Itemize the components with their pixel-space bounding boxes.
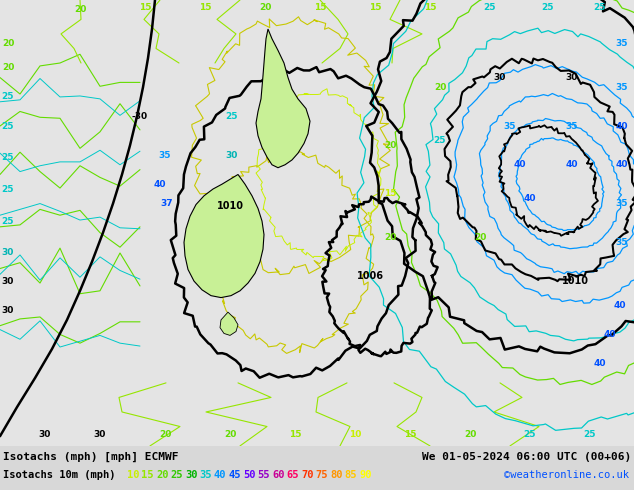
Text: Isotachs (mph) [mph] ECMWF: Isotachs (mph) [mph] ECMWF bbox=[3, 452, 179, 462]
Text: 20: 20 bbox=[384, 233, 396, 242]
Text: 30: 30 bbox=[39, 430, 51, 439]
Text: 40: 40 bbox=[214, 470, 226, 480]
Text: 25: 25 bbox=[584, 430, 596, 439]
Text: 20: 20 bbox=[156, 470, 169, 480]
Text: 25: 25 bbox=[2, 152, 14, 162]
Text: 1010: 1010 bbox=[562, 276, 588, 286]
Text: 15: 15 bbox=[141, 470, 154, 480]
Text: 25: 25 bbox=[434, 136, 446, 145]
Text: 15: 15 bbox=[404, 430, 417, 439]
Text: 40: 40 bbox=[514, 160, 526, 169]
Text: 37: 37 bbox=[160, 199, 173, 208]
Text: 35: 35 bbox=[616, 238, 628, 247]
Polygon shape bbox=[256, 29, 310, 168]
Text: 30: 30 bbox=[2, 277, 14, 286]
Text: 30: 30 bbox=[94, 430, 106, 439]
Text: 65: 65 bbox=[287, 470, 299, 480]
Text: 25: 25 bbox=[2, 185, 14, 194]
Text: We 01-05-2024 06:00 UTC (00+06): We 01-05-2024 06:00 UTC (00+06) bbox=[422, 452, 631, 462]
Text: 35: 35 bbox=[616, 39, 628, 48]
Text: Isotachs 10m (mph): Isotachs 10m (mph) bbox=[3, 470, 115, 480]
Text: 40: 40 bbox=[524, 194, 536, 203]
Text: 1010: 1010 bbox=[216, 200, 243, 211]
Text: 15: 15 bbox=[314, 3, 327, 12]
Text: 20: 20 bbox=[74, 5, 86, 14]
Text: 35: 35 bbox=[566, 122, 578, 130]
Text: 85: 85 bbox=[344, 470, 357, 480]
Text: 30: 30 bbox=[185, 470, 198, 480]
Text: 30: 30 bbox=[2, 306, 14, 315]
Text: 20: 20 bbox=[464, 430, 476, 439]
Text: 15: 15 bbox=[424, 3, 436, 12]
Text: 20: 20 bbox=[384, 141, 396, 150]
Text: 75: 75 bbox=[316, 470, 328, 480]
Text: 20: 20 bbox=[474, 233, 486, 242]
Text: 80: 80 bbox=[330, 470, 342, 480]
Text: 15: 15 bbox=[139, 3, 152, 12]
Text: 15: 15 bbox=[369, 3, 381, 12]
Text: 15: 15 bbox=[288, 430, 301, 439]
Text: 25: 25 bbox=[171, 470, 183, 480]
Text: 25: 25 bbox=[524, 430, 536, 439]
Text: 45: 45 bbox=[228, 470, 241, 480]
Text: 20: 20 bbox=[434, 83, 446, 92]
Text: 10: 10 bbox=[349, 430, 361, 439]
Text: 35: 35 bbox=[504, 122, 516, 130]
Text: 30: 30 bbox=[2, 247, 14, 257]
Text: 35: 35 bbox=[616, 199, 628, 208]
Polygon shape bbox=[184, 174, 264, 297]
Text: 25: 25 bbox=[541, 3, 554, 12]
Text: -30: -30 bbox=[132, 112, 148, 121]
Text: 60: 60 bbox=[272, 470, 285, 480]
Text: 15: 15 bbox=[384, 189, 396, 198]
Text: 1006: 1006 bbox=[356, 271, 384, 281]
Text: 35: 35 bbox=[158, 150, 171, 160]
Text: ©weatheronline.co.uk: ©weatheronline.co.uk bbox=[504, 470, 629, 480]
Text: 40: 40 bbox=[614, 301, 626, 310]
Text: 90: 90 bbox=[359, 470, 372, 480]
Text: 20: 20 bbox=[224, 430, 236, 439]
Text: 25: 25 bbox=[226, 112, 238, 121]
Text: 40: 40 bbox=[616, 122, 628, 130]
Text: 40: 40 bbox=[604, 330, 616, 339]
Text: 55: 55 bbox=[257, 470, 270, 480]
Text: 40: 40 bbox=[566, 160, 578, 169]
Text: 30: 30 bbox=[494, 73, 506, 82]
Text: 70: 70 bbox=[301, 470, 313, 480]
Polygon shape bbox=[220, 312, 238, 335]
Text: 35: 35 bbox=[200, 470, 212, 480]
Text: 40: 40 bbox=[594, 359, 606, 368]
Text: 20: 20 bbox=[2, 39, 14, 48]
Text: 25: 25 bbox=[484, 3, 496, 12]
Text: 25: 25 bbox=[2, 217, 14, 225]
Text: 15: 15 bbox=[198, 3, 211, 12]
Text: 30: 30 bbox=[566, 73, 578, 82]
Text: 40: 40 bbox=[616, 160, 628, 169]
Text: 50: 50 bbox=[243, 470, 256, 480]
Text: 35: 35 bbox=[616, 83, 628, 92]
Text: 40: 40 bbox=[154, 180, 166, 189]
Text: 20: 20 bbox=[259, 3, 271, 12]
Text: 25: 25 bbox=[2, 93, 14, 101]
Text: 20: 20 bbox=[158, 430, 171, 439]
Text: 25: 25 bbox=[2, 122, 14, 130]
Text: 20: 20 bbox=[2, 63, 14, 73]
Text: 30: 30 bbox=[226, 150, 238, 160]
Text: 25: 25 bbox=[594, 3, 606, 12]
Text: 10: 10 bbox=[127, 470, 139, 480]
